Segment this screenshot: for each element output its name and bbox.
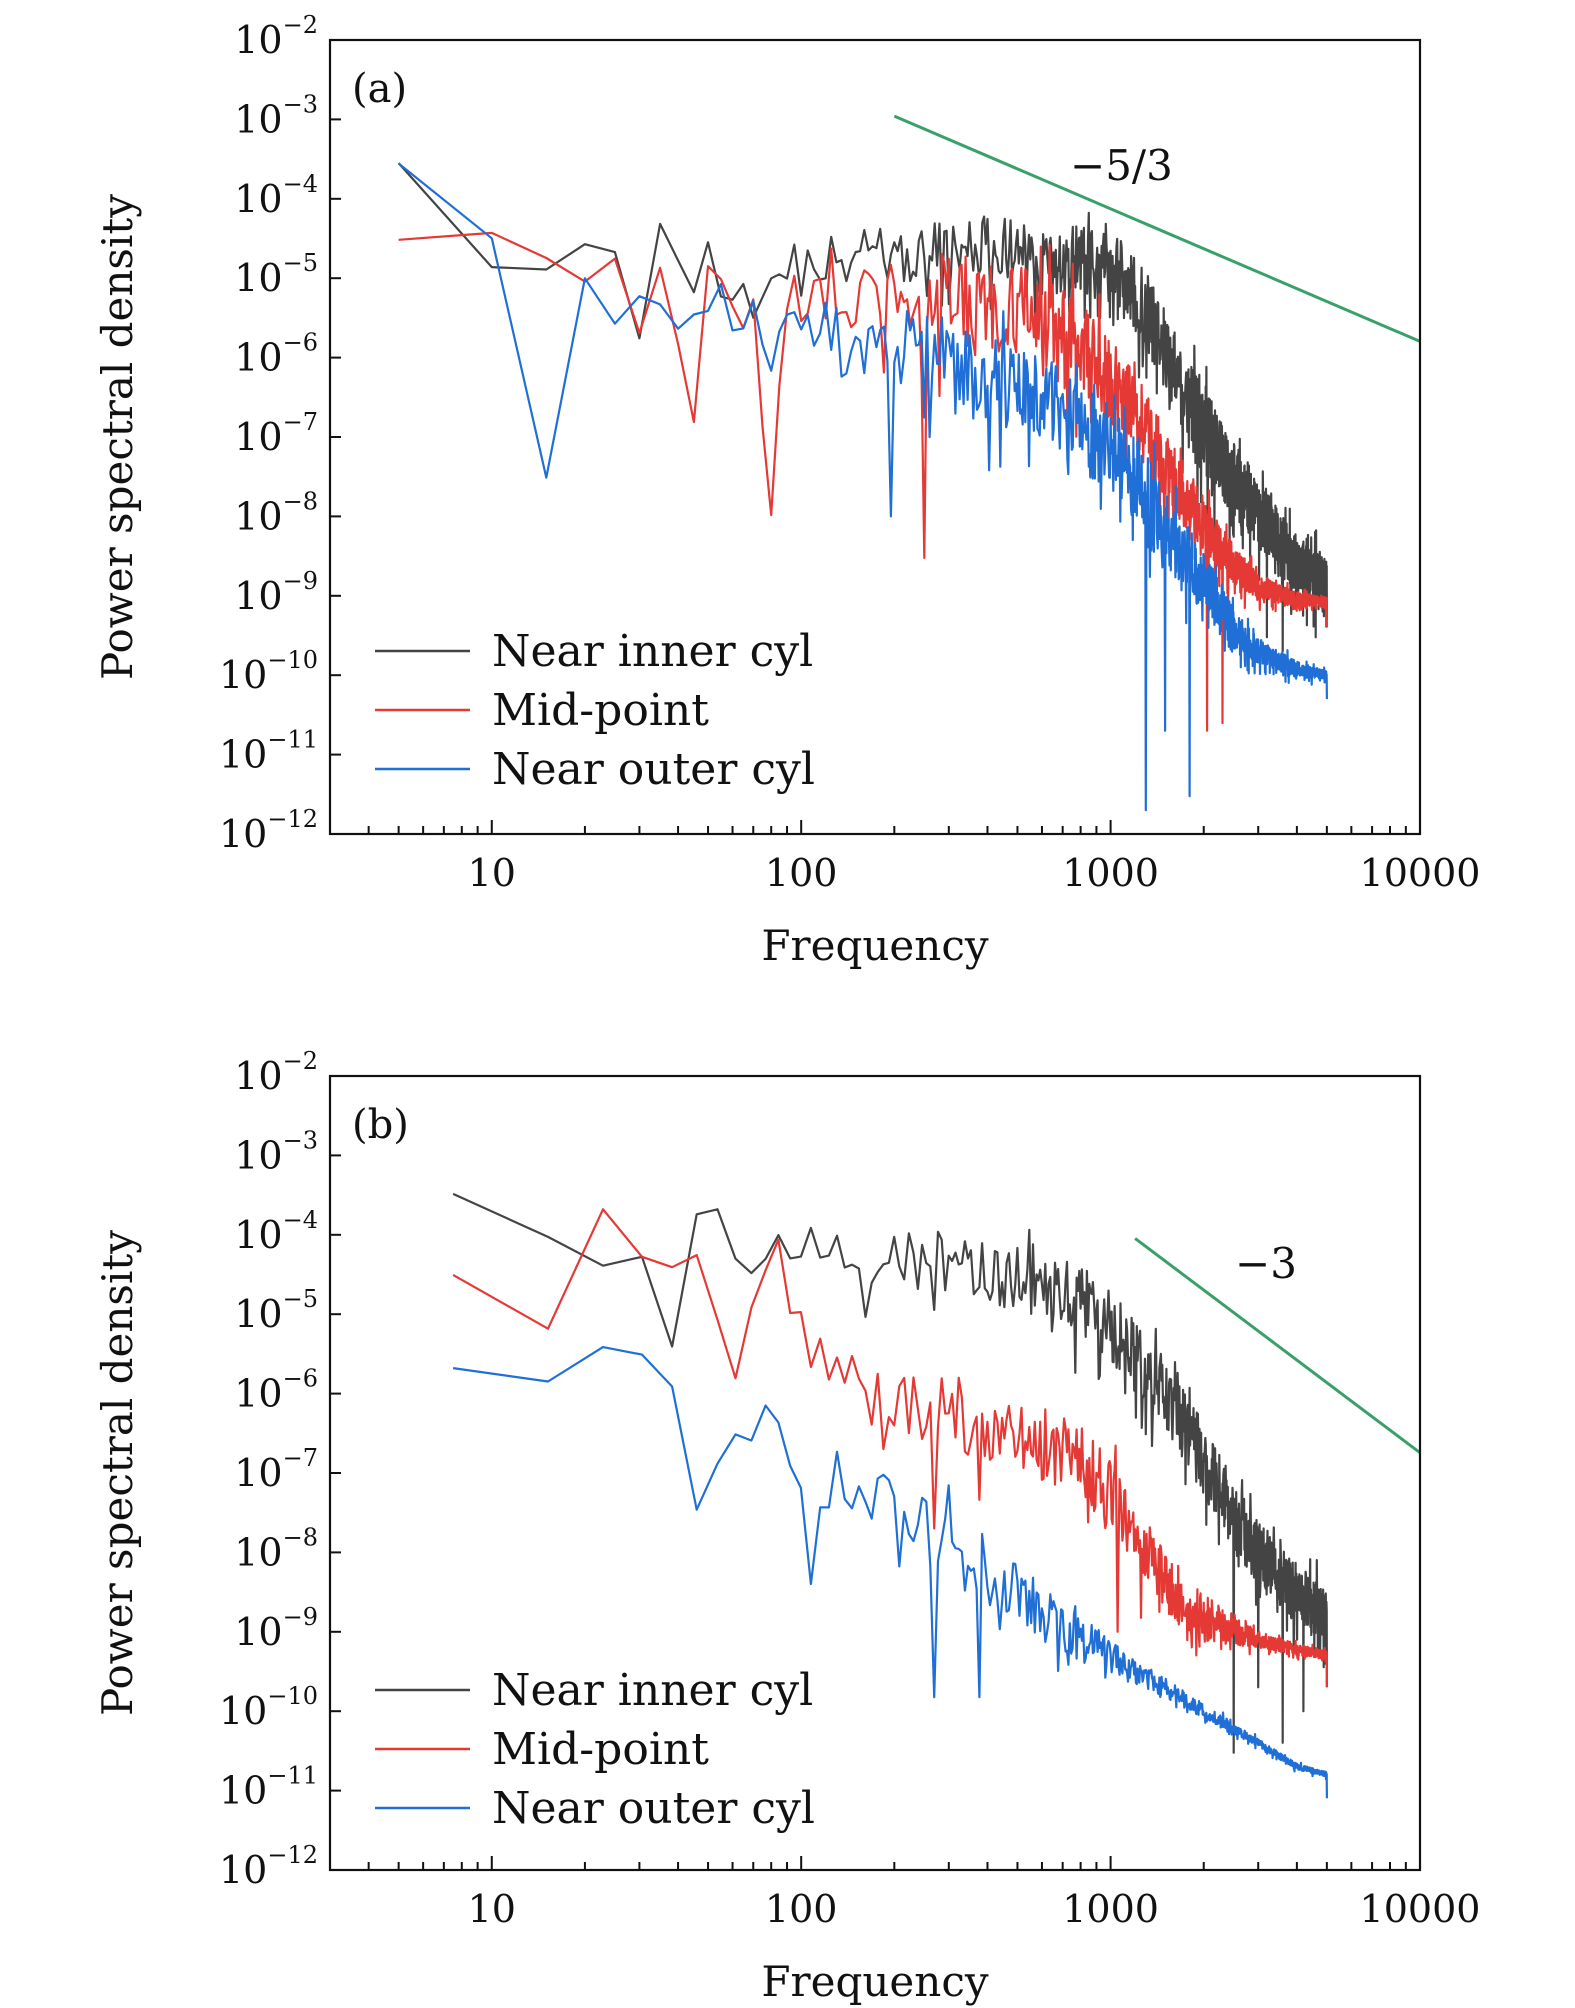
x-tick-label-b: 100 (765, 1887, 838, 1931)
y-axis-title-b: Power spectral density (93, 1230, 142, 1716)
chart-panel-b: (b) Frequency Power spectral density −3 1… (93, 1047, 1480, 2006)
y-tick-label-b: 10−9 (234, 1603, 318, 1654)
series-line-near-outer-cyl-b (452, 1346, 1328, 1799)
slope-label-a: −5/3 (1070, 141, 1173, 190)
x-tick-label-a: 100 (765, 851, 838, 895)
y-tick-label-b: 10−3 (234, 1126, 318, 1177)
y-tick-label-b: 10−5 (234, 1285, 318, 1336)
chart-panel-a: (a) Frequency Power spectral density −5/… (93, 11, 1480, 970)
legend-label-a: Near outer cyl (492, 744, 815, 795)
y-tick-label-b: 10−7 (234, 1444, 318, 1495)
x-tick-label-a: 10000 (1360, 851, 1481, 895)
slope-label-b: −3 (1235, 1239, 1297, 1288)
x-tick-label-b: 10 (468, 1887, 516, 1931)
y-tick-label-a: 10−12 (219, 805, 318, 856)
x-tick-label-a: 1000 (1062, 851, 1159, 895)
x-tick-label-a: 10 (468, 851, 516, 895)
y-tick-label-b: 10−12 (219, 1841, 318, 1892)
y-tick-label-a: 10−5 (234, 249, 318, 300)
series-line-mid-point-b (452, 1208, 1328, 1688)
y-tick-label-b: 10−10 (219, 1682, 318, 1733)
series-line-near-inner-cyl-a (397, 162, 1328, 653)
y-tick-label-a: 10−3 (234, 90, 318, 141)
series-line-mid-point-a (398, 231, 1328, 732)
series-line-near-outer-cyl-a (397, 162, 1328, 812)
y-tick-label-a: 10−4 (234, 170, 318, 221)
y-tick-label-a: 10−8 (234, 487, 318, 538)
y-tick-label-a: 10−2 (234, 11, 318, 62)
panel-label-a: (a) (352, 66, 407, 112)
y-tick-label-a: 10−6 (234, 329, 318, 380)
y-axis-title-a: Power spectral density (93, 194, 142, 680)
plot-area-b (452, 1192, 1420, 1799)
y-tick-label-b: 10−6 (234, 1365, 318, 1416)
y-tick-label-b: 10−4 (234, 1206, 318, 1257)
y-tick-label-b: 10−11 (219, 1762, 318, 1813)
x-tick-label-b: 1000 (1062, 1887, 1159, 1931)
y-tick-label-a: 10−7 (234, 408, 318, 459)
legend-label-b: Mid-point (492, 1724, 709, 1775)
x-tick-label-b: 10000 (1360, 1887, 1481, 1931)
x-axis-title-a: Frequency (761, 921, 988, 970)
plot-area-a (397, 114, 1420, 812)
legend-label-b: Near outer cyl (492, 1783, 815, 1834)
y-tick-label-a: 10−10 (219, 646, 318, 697)
y-tick-label-b: 10−2 (234, 1047, 318, 1098)
reference-slope-line-b (1134, 1237, 1420, 1454)
y-tick-label-a: 10−9 (234, 567, 318, 618)
legend-label-a: Mid-point (492, 685, 709, 736)
y-tick-label-a: 10−11 (219, 726, 318, 777)
panel-label-b: (b) (352, 1102, 409, 1148)
reference-slope-line-a (893, 114, 1420, 343)
legend-label-b: Near inner cyl (492, 1665, 813, 1716)
x-axis-title-b: Frequency (761, 1957, 988, 2006)
legend-label-a: Near inner cyl (492, 626, 813, 677)
y-tick-label-b: 10−8 (234, 1523, 318, 1574)
